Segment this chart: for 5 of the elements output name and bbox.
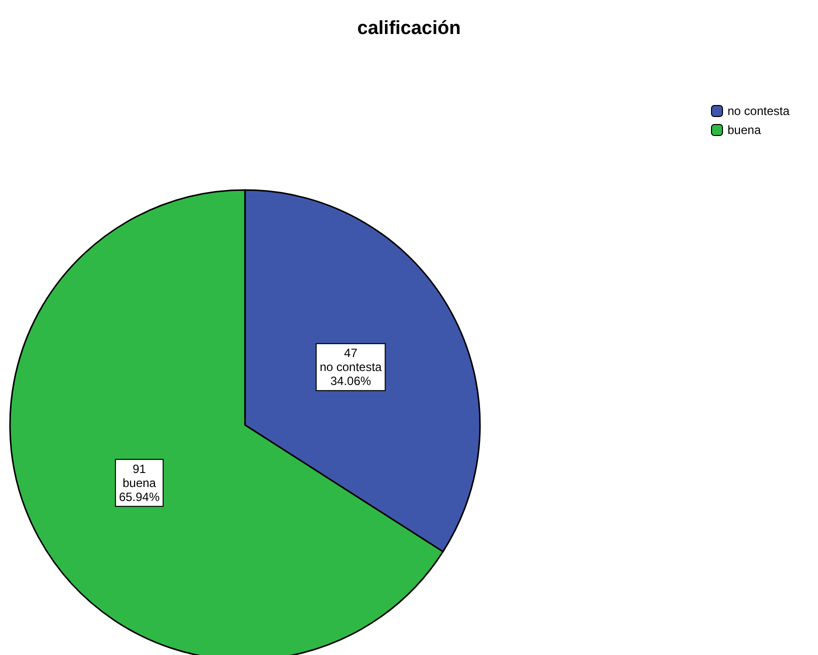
legend-label: buena — [728, 123, 762, 137]
data-label: 91 buena 65.94% — [118, 462, 160, 504]
legend-label: no contesta — [728, 104, 790, 118]
data-label: 47 no contesta 34.06% — [320, 346, 382, 388]
chart-title: calificación — [357, 18, 461, 39]
